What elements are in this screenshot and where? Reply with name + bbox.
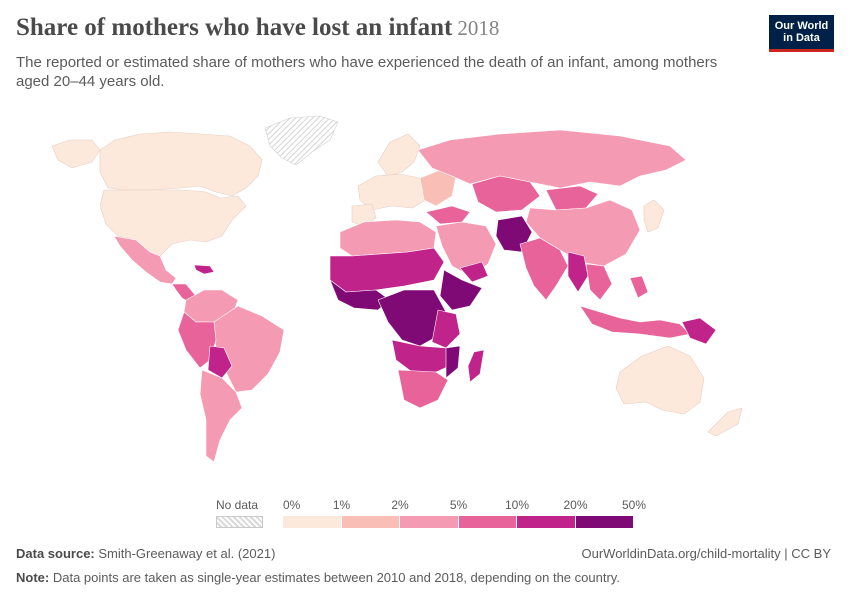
region-japan-korea[interactable] <box>643 199 665 233</box>
region-mozambique[interactable] <box>445 345 461 379</box>
chart-title-text: Share of mothers who have lost an infant <box>16 14 453 41</box>
region-southern-africa-north[interactable] <box>391 339 455 373</box>
chart-subtitle: The reported or estimated share of mothe… <box>16 54 718 90</box>
legend-tick-label: 20% <box>563 498 588 512</box>
region-bolivia[interactable] <box>207 345 233 379</box>
owid-logo[interactable]: Our World in Data <box>769 15 834 52</box>
world-map[interactable] <box>0 105 850 490</box>
region-scandinavia[interactable] <box>377 133 421 177</box>
region-new-zealand[interactable] <box>707 407 743 437</box>
region-southeast-asia[interactable] <box>585 263 613 301</box>
region-madagascar[interactable] <box>467 349 485 383</box>
logo-line-1: Our World <box>774 20 829 32</box>
region-papua[interactable] <box>681 317 717 345</box>
region-southern-africa[interactable] <box>397 369 449 409</box>
region-greenland[interactable] <box>264 115 339 166</box>
legend-swatch[interactable] <box>517 516 576 528</box>
legend-tick-label: 0% <box>283 498 301 512</box>
region-mexico[interactable] <box>113 235 177 285</box>
region-caribbean[interactable] <box>193 264 215 275</box>
data-source-text[interactable]: Smith-Greenaway et al. (2021) <box>98 546 276 561</box>
legend-tick-label: 10% <box>504 498 530 512</box>
logo-line-2: in Data <box>783 32 820 44</box>
note-text: Data points are taken as single-year est… <box>52 570 620 585</box>
region-yemen[interactable] <box>459 261 489 283</box>
note-label: Note: <box>16 570 50 585</box>
legend: No data 0% 1% 2% 5% 10% 20% 50% <box>0 495 850 535</box>
region-india[interactable] <box>519 237 569 301</box>
legend-tick-label: 1% <box>332 498 351 512</box>
region-mongolia[interactable] <box>545 185 599 211</box>
region-turkey-caucasus[interactable] <box>425 205 471 225</box>
legend-no-data-label: No data <box>216 498 259 512</box>
region-southern-cone[interactable] <box>199 369 243 463</box>
legend-swatch[interactable] <box>283 516 342 528</box>
legend-swatch[interactable] <box>400 516 459 528</box>
region-east-africa[interactable] <box>431 309 461 349</box>
legend-tick-label: 50% <box>621 498 647 512</box>
legend-swatch[interactable] <box>458 516 517 528</box>
region-canada[interactable] <box>99 131 263 197</box>
data-source: Data source: Smith-Greenaway et al. (202… <box>16 546 275 561</box>
legend-tick-label: 5% <box>449 498 468 512</box>
region-myanmar[interactable] <box>567 251 589 293</box>
chart-note: Note: Data points are taken as single-ye… <box>16 570 620 585</box>
region-alaska[interactable] <box>51 139 101 169</box>
data-source-label: Data source: <box>16 546 95 561</box>
chart-title: Share of mothers who have lost an infant… <box>16 14 499 42</box>
legend-swatch[interactable] <box>575 516 634 528</box>
legend-tick-label: 2% <box>391 498 409 512</box>
region-indonesia[interactable] <box>579 305 691 339</box>
region-australia[interactable] <box>615 345 705 415</box>
region-philippines[interactable] <box>629 275 649 299</box>
region-usa[interactable] <box>99 189 247 257</box>
region-sahel[interactable] <box>329 247 445 293</box>
chart-year[interactable]: 2018 <box>457 16 500 40</box>
region-horn-of-africa[interactable] <box>439 269 483 311</box>
legend-swatch[interactable] <box>341 516 400 528</box>
legend-no-data-swatch[interactable] <box>216 516 263 528</box>
region-kazakhstan[interactable] <box>471 175 541 213</box>
source-url[interactable]: OurWorldinData.org/child-mortality | CC … <box>581 546 832 561</box>
region-russia[interactable] <box>417 129 687 189</box>
